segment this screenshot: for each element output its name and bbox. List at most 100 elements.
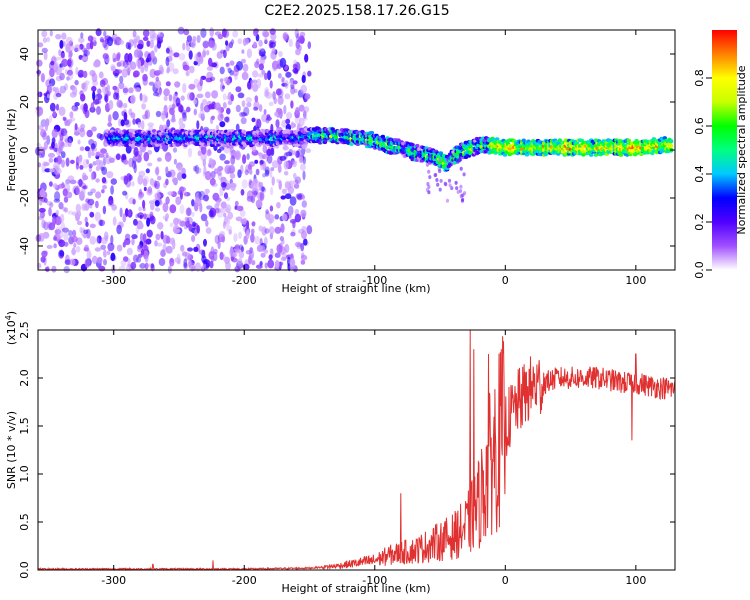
heatmap-cell xyxy=(299,163,306,171)
heatmap-cell xyxy=(137,244,143,250)
heatmap-cell xyxy=(232,252,238,258)
heatmap-cell xyxy=(168,169,176,178)
heatmap-cell xyxy=(234,265,241,273)
chart-title: C2E2.2025.158.17.26.G15 xyxy=(264,3,449,19)
heatmap-cell xyxy=(167,140,172,145)
heatmap-cell xyxy=(202,194,210,202)
heatmap-cell xyxy=(206,71,214,79)
heatmap-cell xyxy=(213,248,218,255)
heatmap-cell xyxy=(92,61,100,68)
heatmap-cell xyxy=(229,60,235,66)
heatmap-cell xyxy=(264,72,268,81)
heatmap-cell xyxy=(79,124,85,133)
heatmap-cell xyxy=(204,188,210,194)
heatmap-cell xyxy=(87,191,93,196)
heatmap-cell xyxy=(436,182,440,187)
heatmap-cell xyxy=(110,178,118,185)
heatmap-cell xyxy=(250,180,258,191)
heatmap-cell xyxy=(280,223,285,234)
heatmap-cell xyxy=(282,252,287,261)
x-tick-label: 100 xyxy=(625,574,646,587)
heatmap-cell xyxy=(139,232,144,242)
heatmap-cell xyxy=(115,153,121,160)
heatmap-cell xyxy=(277,88,284,99)
heatmap-cell xyxy=(90,188,96,194)
heatmap-cell xyxy=(264,228,270,234)
heatmap-cell xyxy=(83,49,90,57)
heatmap-cell xyxy=(222,93,227,101)
heatmap-cell xyxy=(85,221,89,227)
heatmap-cell xyxy=(119,39,125,45)
heatmap-cell xyxy=(447,178,452,183)
heatmap-cell xyxy=(141,245,149,252)
heatmap-cell xyxy=(147,186,153,194)
y-tick-label: 1.0 xyxy=(18,465,31,483)
heatmap-cell xyxy=(133,70,140,78)
heatmap-cell xyxy=(296,33,300,42)
heatmap-cell xyxy=(290,100,294,109)
heatmap-cell xyxy=(295,150,300,158)
heatmap-cell xyxy=(144,110,149,119)
heatmap-cell xyxy=(289,218,297,224)
heatmap-cell xyxy=(149,178,155,186)
heatmap-cell xyxy=(252,70,259,78)
heatmap-cell xyxy=(64,259,72,266)
heatmap-cell xyxy=(123,111,128,122)
heatmap-cell xyxy=(132,198,136,205)
heatmap-cell xyxy=(90,172,94,181)
heatmap-cell xyxy=(124,53,130,63)
heatmap-cell xyxy=(275,88,282,96)
heatmap-cell xyxy=(133,146,139,157)
heatmap-cell xyxy=(249,169,253,175)
heatmap-cell xyxy=(169,204,177,214)
heatmap-cell xyxy=(225,225,233,232)
heatmap-cell xyxy=(301,230,307,240)
heatmap-cell xyxy=(161,110,166,116)
heatmap-cell xyxy=(90,143,96,150)
heatmap-cell xyxy=(167,62,175,72)
heatmap-cell xyxy=(134,87,141,93)
heatmap-cell xyxy=(41,30,48,38)
heatmap-cell xyxy=(128,39,134,47)
heatmap-cell xyxy=(89,223,96,229)
heatmap-cell xyxy=(49,202,54,208)
heatmap-cell xyxy=(224,216,229,224)
heatmap-cell xyxy=(165,166,169,174)
heatmap-cell xyxy=(251,117,256,123)
heatmap-cell xyxy=(459,184,463,189)
heatmap-cell xyxy=(173,228,181,233)
heatmap-cell xyxy=(269,168,273,179)
heatmap-cell xyxy=(284,243,290,253)
heatmap-cell xyxy=(141,103,147,110)
heatmap-cell xyxy=(301,74,306,84)
heatmap-cell xyxy=(67,58,72,67)
heatmap-cell xyxy=(220,201,227,209)
heatmap-cell xyxy=(39,212,43,219)
heatmap-cell xyxy=(175,97,181,107)
heatmap-cell xyxy=(204,91,211,99)
heatmap-cell xyxy=(78,154,83,162)
heatmap-cell xyxy=(55,56,62,61)
heatmap-cell xyxy=(65,36,73,45)
heatmap-cell xyxy=(80,188,86,196)
heatmap-cell xyxy=(214,234,220,244)
heatmap-cell xyxy=(217,165,224,172)
heatmap-cell xyxy=(64,133,68,142)
heatmap-cell xyxy=(39,210,46,219)
heatmap-cell xyxy=(259,191,265,202)
heatmap-cell xyxy=(125,66,130,73)
heatmap-cell xyxy=(92,99,100,105)
x-tick-label: -100 xyxy=(362,274,387,287)
heatmap-cell xyxy=(55,33,62,40)
heatmap-cell xyxy=(427,169,431,174)
heatmap-cell xyxy=(102,39,108,49)
heatmap-cell xyxy=(145,57,150,63)
heatmap-cell xyxy=(278,180,282,190)
heatmap-cell xyxy=(243,106,250,117)
heatmap-cell xyxy=(40,73,46,83)
heatmap-cell xyxy=(75,66,79,76)
heatmap-cell xyxy=(276,244,283,254)
heatmap-cell xyxy=(200,213,208,222)
heatmap-cell xyxy=(62,227,69,233)
